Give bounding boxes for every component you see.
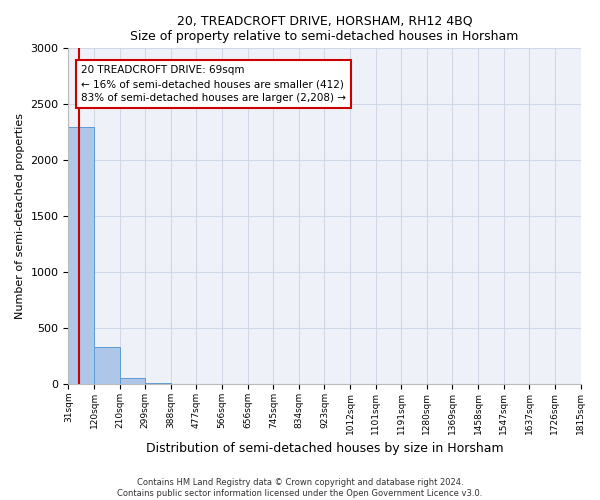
Bar: [119, 378, 145, 384]
Bar: [94, 347, 119, 384]
Bar: [68, 126, 94, 384]
Title: 20, TREADCROFT DRIVE, HORSHAM, RH12 4BQ
Size of property relative to semi-detach: 20, TREADCROFT DRIVE, HORSHAM, RH12 4BQ …: [130, 15, 518, 43]
Text: 20 TREADCROFT DRIVE: 69sqm
← 16% of semi-detached houses are smaller (412)
83% o: 20 TREADCROFT DRIVE: 69sqm ← 16% of semi…: [81, 65, 346, 103]
Text: Contains HM Land Registry data © Crown copyright and database right 2024.
Contai: Contains HM Land Registry data © Crown c…: [118, 478, 482, 498]
X-axis label: Distribution of semi-detached houses by size in Horsham: Distribution of semi-detached houses by …: [146, 442, 503, 455]
Y-axis label: Number of semi-detached properties: Number of semi-detached properties: [15, 113, 25, 319]
